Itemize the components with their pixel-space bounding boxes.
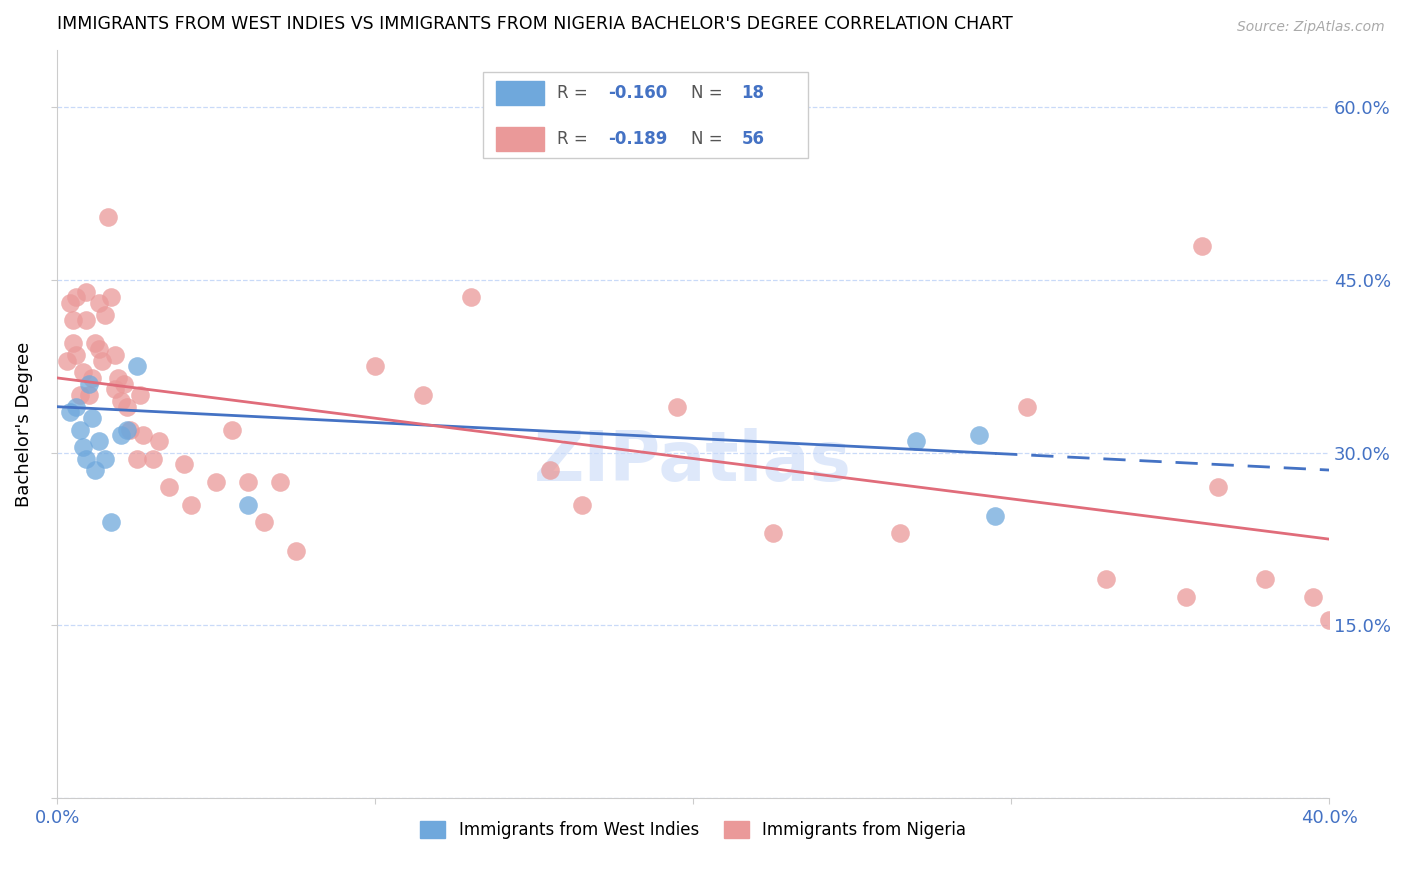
Point — [77, 376, 100, 391]
Point — [148, 434, 170, 449]
Point — [221, 423, 243, 437]
Point — [72, 365, 94, 379]
Point — [87, 434, 110, 449]
Point — [59, 296, 82, 310]
Text: Source: ZipAtlas.com: Source: ZipAtlas.com — [1237, 20, 1385, 34]
Point — [236, 475, 259, 489]
Point — [412, 388, 434, 402]
Point — [364, 359, 387, 374]
Point — [1302, 590, 1324, 604]
Point — [75, 313, 97, 327]
Point — [82, 411, 104, 425]
Text: 56: 56 — [741, 130, 765, 148]
Text: -0.160: -0.160 — [607, 84, 668, 103]
Point — [62, 313, 84, 327]
Point — [1254, 573, 1277, 587]
Point — [82, 371, 104, 385]
Point — [110, 428, 132, 442]
Point — [77, 388, 100, 402]
FancyBboxPatch shape — [484, 72, 807, 159]
Point — [125, 451, 148, 466]
Point — [97, 210, 120, 224]
Point — [117, 400, 139, 414]
Point — [460, 290, 482, 304]
Point — [72, 440, 94, 454]
Point — [75, 451, 97, 466]
Point — [94, 308, 117, 322]
Point — [107, 371, 129, 385]
Point — [571, 498, 593, 512]
Text: IMMIGRANTS FROM WEST INDIES VS IMMIGRANTS FROM NIGERIA BACHELOR'S DEGREE CORRELA: IMMIGRANTS FROM WEST INDIES VS IMMIGRANT… — [58, 15, 1014, 33]
Point — [75, 285, 97, 299]
Text: -0.189: -0.189 — [607, 130, 668, 148]
Point — [56, 353, 79, 368]
Text: N =: N = — [690, 130, 727, 148]
Point — [87, 342, 110, 356]
Text: N =: N = — [690, 84, 727, 103]
Point — [762, 526, 785, 541]
Point — [173, 457, 195, 471]
Point — [142, 451, 165, 466]
Point — [236, 498, 259, 512]
Point — [269, 475, 291, 489]
Point — [87, 296, 110, 310]
Point — [117, 423, 139, 437]
Point — [110, 394, 132, 409]
Point — [205, 475, 228, 489]
Point — [84, 463, 107, 477]
Point — [65, 400, 87, 414]
Point — [62, 336, 84, 351]
Text: ZIPatlas: ZIPatlas — [534, 428, 852, 495]
Point — [1015, 400, 1038, 414]
Point — [180, 498, 202, 512]
Point — [94, 451, 117, 466]
Point — [969, 428, 991, 442]
Legend: Immigrants from West Indies, Immigrants from Nigeria: Immigrants from West Indies, Immigrants … — [413, 814, 973, 846]
Point — [120, 423, 142, 437]
Point — [284, 543, 307, 558]
Point — [84, 336, 107, 351]
Point — [132, 428, 155, 442]
Point — [59, 405, 82, 419]
Point — [103, 348, 125, 362]
FancyBboxPatch shape — [496, 127, 544, 151]
Point — [129, 388, 152, 402]
Text: R =: R = — [557, 130, 593, 148]
Point — [69, 423, 91, 437]
Point — [100, 515, 122, 529]
Point — [65, 348, 87, 362]
Point — [1095, 573, 1118, 587]
Point — [90, 353, 112, 368]
Point — [1206, 480, 1229, 494]
Point — [984, 509, 1007, 524]
Point — [904, 434, 927, 449]
Point — [100, 290, 122, 304]
FancyBboxPatch shape — [496, 81, 544, 105]
Point — [125, 359, 148, 374]
Point — [112, 376, 135, 391]
Point — [65, 290, 87, 304]
Point — [103, 383, 125, 397]
Y-axis label: Bachelor's Degree: Bachelor's Degree — [15, 342, 32, 507]
Point — [538, 463, 561, 477]
Text: 18: 18 — [741, 84, 765, 103]
Point — [1317, 613, 1340, 627]
Point — [69, 388, 91, 402]
Point — [1191, 238, 1213, 252]
Point — [1174, 590, 1197, 604]
Point — [889, 526, 911, 541]
Text: R =: R = — [557, 84, 593, 103]
Point — [253, 515, 276, 529]
Point — [157, 480, 180, 494]
Point — [666, 400, 689, 414]
